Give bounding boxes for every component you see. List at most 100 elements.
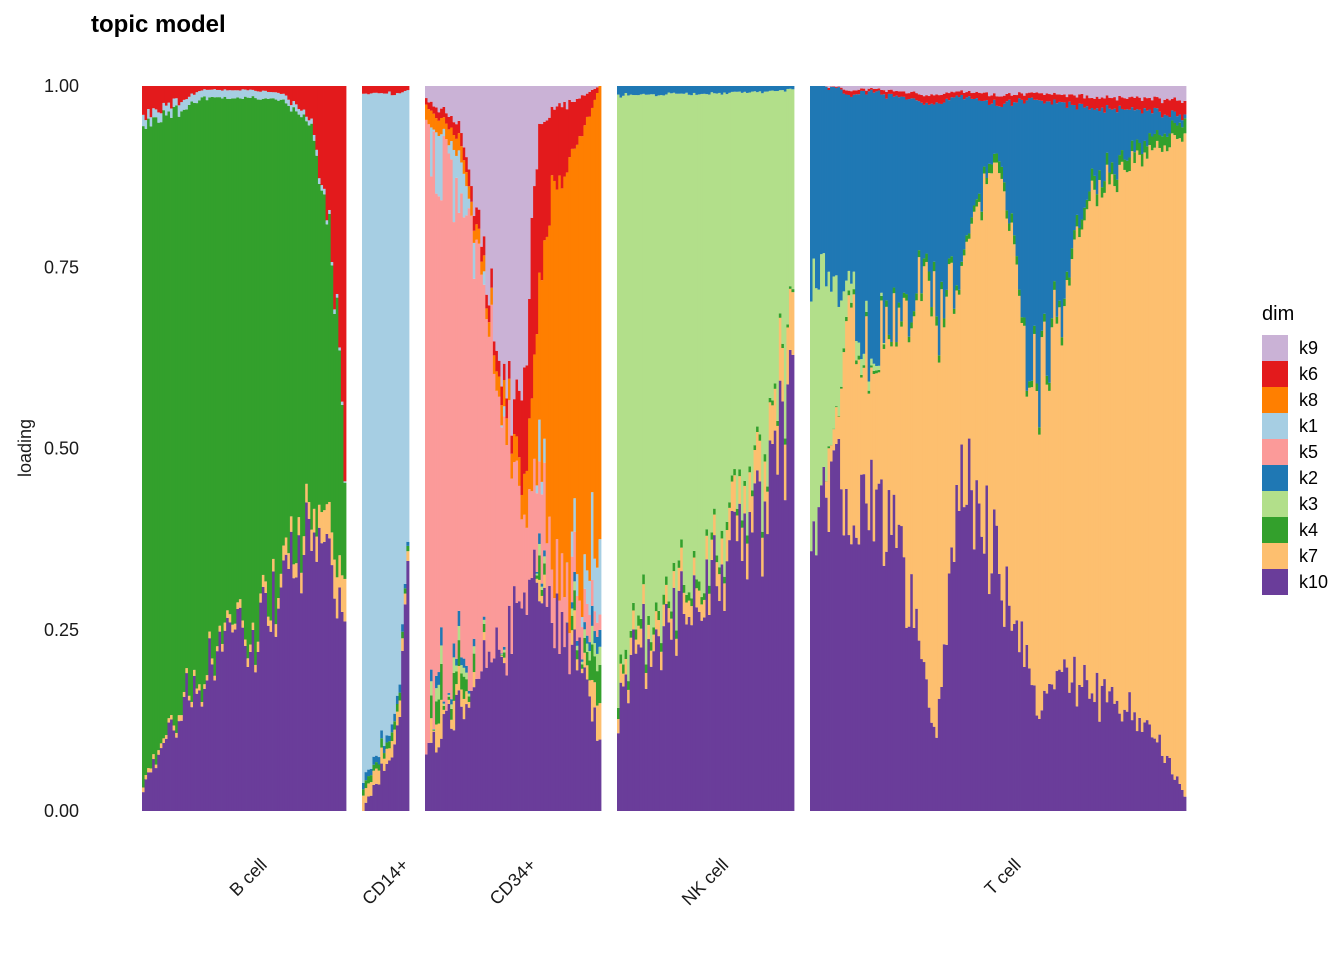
bar-segment-k7 bbox=[740, 527, 744, 561]
bar-segment-k10 bbox=[236, 608, 240, 811]
bar-segment-k7 bbox=[251, 622, 255, 630]
bar-segment-k3 bbox=[677, 93, 681, 561]
bar-segment-k10 bbox=[545, 606, 549, 811]
bar-segment-k1 bbox=[266, 91, 270, 99]
bar-segment-k9 bbox=[442, 86, 446, 107]
bar-segment-k4 bbox=[1040, 330, 1044, 338]
bar-segment-k2 bbox=[622, 86, 625, 96]
bar-segment-k10 bbox=[195, 693, 199, 811]
bar-segment-k4 bbox=[763, 454, 767, 462]
bar-segment-k10 bbox=[791, 354, 795, 811]
bar-segment-k4 bbox=[1160, 136, 1164, 152]
bar-segment-k4 bbox=[783, 438, 787, 445]
legend-label: k7 bbox=[1299, 546, 1318, 566]
bar-segment-k6 bbox=[430, 101, 433, 111]
bar-segment-k7 bbox=[231, 624, 235, 633]
bar-segment-k1 bbox=[395, 93, 399, 696]
bar-segment-k10 bbox=[1130, 720, 1134, 811]
bar-segment-k4 bbox=[642, 574, 646, 585]
bar-segment-k6 bbox=[957, 91, 961, 98]
bar-segment-k6 bbox=[295, 86, 298, 105]
bar-segment-k6 bbox=[1063, 94, 1067, 103]
bar-segment-k3 bbox=[850, 283, 854, 303]
bar-segment-k6 bbox=[1073, 95, 1077, 106]
bar-segment-k7 bbox=[1030, 387, 1034, 686]
bar-segment-k6 bbox=[900, 91, 904, 97]
bar-segment-k2 bbox=[756, 86, 759, 93]
bar-segment-k9 bbox=[910, 86, 914, 92]
bar-segment-k4 bbox=[947, 258, 951, 265]
bar-segment-k5 bbox=[555, 539, 559, 594]
bar-segment-k6 bbox=[1135, 96, 1139, 110]
bar-segment-k5 bbox=[510, 478, 514, 654]
bar-segment-k10 bbox=[667, 622, 671, 811]
bar-segment-k7 bbox=[205, 675, 209, 681]
bar-segment-k3 bbox=[723, 92, 727, 577]
bar-segment-k2 bbox=[1098, 111, 1102, 171]
bar-segment-k7 bbox=[249, 644, 253, 652]
bar-segment-k3 bbox=[675, 93, 679, 631]
bar-segment-k1 bbox=[340, 401, 344, 405]
bar-segment-k5 bbox=[588, 615, 592, 643]
bar-segment-k4 bbox=[241, 98, 245, 621]
bar-segment-k4 bbox=[292, 107, 296, 565]
bar-segment-k7 bbox=[198, 684, 202, 691]
bar-segment-k10 bbox=[617, 733, 620, 811]
bar-segment-k4 bbox=[925, 253, 929, 262]
bar-segment-k7 bbox=[398, 700, 402, 717]
bar-segment-k3 bbox=[882, 343, 886, 345]
bar-segment-k2 bbox=[1130, 107, 1134, 141]
bar-segment-k6 bbox=[915, 93, 919, 101]
bar-segment-k3 bbox=[502, 649, 506, 653]
bar-segment-k6 bbox=[1140, 100, 1144, 114]
legend-item-k9: k9 bbox=[1262, 335, 1318, 361]
bar-segment-k2 bbox=[369, 768, 373, 776]
bar-segment-k4 bbox=[1020, 317, 1024, 323]
bar-segment-k6 bbox=[528, 299, 531, 419]
bar-segment-k7 bbox=[1025, 396, 1029, 645]
bar-segment-k8 bbox=[432, 113, 436, 130]
bar-segment-k10 bbox=[862, 474, 866, 811]
bar-segment-k4 bbox=[193, 102, 196, 670]
bar-segment-k6 bbox=[467, 169, 471, 187]
bar-segment-k1 bbox=[369, 93, 373, 769]
bar-segment-k4 bbox=[1060, 337, 1064, 346]
bar-segment-k6 bbox=[1058, 94, 1062, 102]
bar-segment-k5 bbox=[457, 212, 461, 611]
bar-segment-k2 bbox=[401, 624, 405, 632]
bar-segment-k10 bbox=[241, 627, 245, 811]
bar-segment-k7 bbox=[730, 481, 734, 511]
bar-segment-k3 bbox=[462, 667, 466, 677]
bar-segment-k6 bbox=[1120, 97, 1124, 109]
bar-segment-k7 bbox=[1033, 333, 1036, 686]
bar-segment-k10 bbox=[647, 639, 651, 811]
bar-segment-k4 bbox=[144, 128, 148, 776]
bar-segment-k7 bbox=[1140, 166, 1144, 732]
bar-segment-k7 bbox=[1003, 191, 1006, 627]
bar-segment-k4 bbox=[1183, 118, 1187, 134]
legend-item-k7: k7 bbox=[1262, 543, 1318, 569]
bar-segment-k6 bbox=[228, 86, 232, 91]
bar-segment-k10 bbox=[515, 602, 519, 811]
bar-segment-k9 bbox=[865, 86, 869, 91]
bar-segment-k10 bbox=[751, 532, 754, 811]
bar-segment-k1 bbox=[580, 617, 584, 628]
bar-segment-k10 bbox=[430, 742, 433, 811]
bar-segment-k10 bbox=[1045, 693, 1049, 811]
bar-segment-k6 bbox=[1068, 94, 1072, 102]
bar-segment-k3 bbox=[832, 276, 836, 429]
bar-segment-k7 bbox=[162, 738, 166, 743]
bar-segment-k7 bbox=[850, 307, 854, 545]
bar-segment-k4 bbox=[907, 336, 911, 343]
bar-segment-k9 bbox=[1100, 86, 1104, 98]
bar-segment-k3 bbox=[652, 94, 656, 628]
bar-segment-k4 bbox=[362, 789, 366, 796]
bar-segment-k7 bbox=[1128, 171, 1132, 693]
bar-segment-k6 bbox=[460, 133, 464, 147]
bar-segment-k4 bbox=[251, 96, 255, 623]
bar-segment-k8 bbox=[480, 261, 484, 275]
bar-segment-k4 bbox=[1175, 125, 1179, 139]
bar-segment-k8 bbox=[482, 255, 486, 272]
bar-segment-k4 bbox=[1150, 136, 1154, 151]
bar-segment-k6 bbox=[852, 90, 856, 95]
